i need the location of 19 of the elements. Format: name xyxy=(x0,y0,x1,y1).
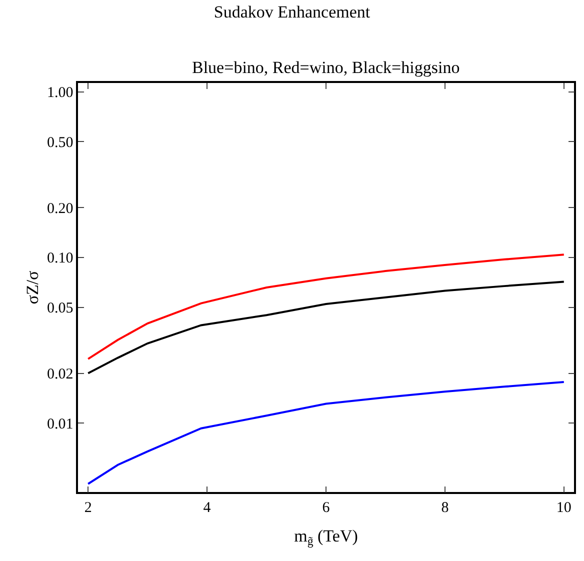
chart-title: Sudakov Enhancement xyxy=(214,2,370,22)
x-tick-label: 2 xyxy=(84,500,92,516)
line-series xyxy=(87,381,565,485)
x-tick-label: 4 xyxy=(203,500,212,516)
line-series xyxy=(87,254,565,360)
x-tick-label: 8 xyxy=(441,500,449,516)
x-tick-label: 6 xyxy=(322,500,330,516)
y-tick-label: 0.20 xyxy=(47,200,74,217)
y-axis-title: σZ/σ xyxy=(23,270,42,304)
y-tick-label: 1.00 xyxy=(47,85,74,102)
line-series xyxy=(87,280,565,374)
y-tick-label: 0.01 xyxy=(47,416,74,432)
x-axis-title: m$_{g̃}$ (TeV) xyxy=(294,526,358,548)
x-tick-label: 10 xyxy=(556,500,572,516)
y-tick-label: 0.10 xyxy=(47,250,74,267)
y-tick-label: 0.50 xyxy=(47,134,74,151)
y-tick-label: 0.02 xyxy=(47,366,74,383)
y-tick-label: 0.05 xyxy=(47,300,74,317)
chart-subtitle: Blue=bino, Red=wino, Black=higgsino xyxy=(192,58,460,77)
